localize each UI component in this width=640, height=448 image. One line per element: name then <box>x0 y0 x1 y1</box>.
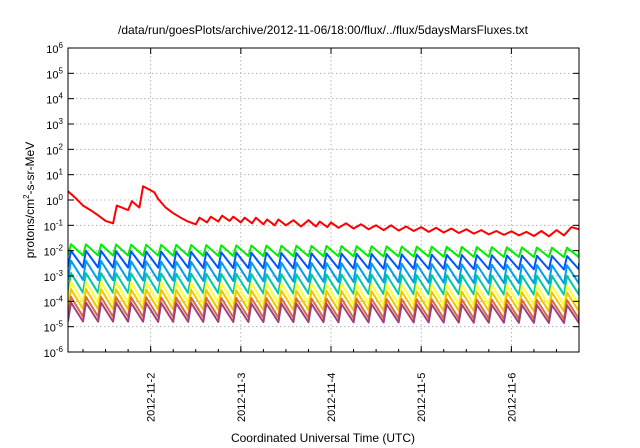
y-tick-label: 10-3 <box>44 269 64 284</box>
x-tick-label: 2012-11-4 <box>326 373 338 422</box>
y-tick-label: 105 <box>46 66 63 81</box>
x-tick-label: 2012-11-2 <box>146 373 158 422</box>
chart-title: /data/run/goesPlots/archive/2012-11-06/1… <box>118 23 529 37</box>
y-tick-label: 102 <box>46 142 63 157</box>
y-axis-label: protons/cm2-s-sr-MeV <box>22 142 37 258</box>
x-axis-label: Coordinated Universal Time (UTC) <box>231 431 415 445</box>
y-axis-label-base: protons/cm <box>23 199 37 258</box>
x-tick-label: 2012-11-5 <box>416 373 428 422</box>
series-line-9 <box>68 301 579 324</box>
x-tick-label: 2012-11-6 <box>506 373 518 422</box>
series-line-2 <box>68 243 579 259</box>
y-tick-label: 100 <box>46 193 63 208</box>
y-axis-label-sup: 2 <box>22 194 31 199</box>
y-tick-label: 103 <box>46 117 63 132</box>
y-tick-label: 101 <box>46 168 63 183</box>
series-line-6 <box>68 280 579 307</box>
y-tick-label: 104 <box>46 92 63 107</box>
series-group <box>68 185 579 324</box>
y-tick-label: 10-2 <box>44 244 64 259</box>
series-line-1 <box>68 185 579 238</box>
axis-ticks: 10-6 10-5 10-4 10-3 10-2 10-1 100 101 102 103 104 1… <box>44 41 580 422</box>
y-axis-label-rest: -s-sr-MeV <box>23 142 37 195</box>
series-line-7 <box>68 288 579 313</box>
y-tick-label: 106 <box>46 41 63 56</box>
series-line-5 <box>68 272 579 296</box>
y-tick-label: 10-4 <box>44 294 64 309</box>
y-tick-label: 10-6 <box>44 345 64 360</box>
y-tick-label: 10-5 <box>44 320 64 335</box>
y-tick-label: 10-1 <box>44 218 64 233</box>
series-line-4 <box>68 259 579 285</box>
x-tick-label: 2012-11-3 <box>236 373 248 422</box>
series-line-3 <box>68 249 579 271</box>
